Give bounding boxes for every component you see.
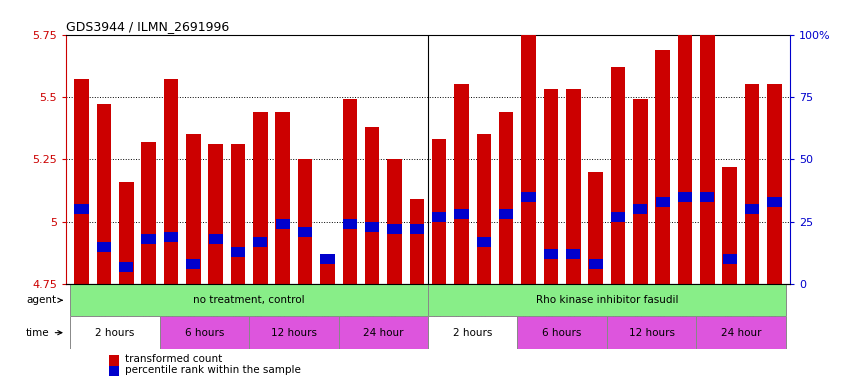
Bar [119, 262, 133, 271]
Bar [275, 219, 289, 229]
Bar [695, 316, 785, 349]
Bar [431, 139, 446, 284]
Text: time: time [26, 328, 62, 338]
Text: 12 hours: 12 hours [271, 328, 316, 338]
Bar [409, 199, 424, 284]
Bar [365, 127, 379, 284]
Bar [610, 212, 625, 222]
Bar [253, 112, 268, 284]
Bar [766, 197, 781, 207]
Bar [632, 99, 647, 284]
Bar [298, 227, 311, 237]
Bar [428, 284, 785, 316]
Bar [543, 89, 558, 284]
Bar [606, 316, 695, 349]
Bar [70, 316, 160, 349]
Bar [97, 242, 111, 252]
Bar [722, 167, 736, 284]
Bar [109, 355, 119, 366]
Text: percentile rank within the sample: percentile rank within the sample [124, 365, 300, 375]
Bar [253, 237, 268, 247]
Bar [230, 144, 245, 284]
Bar [476, 237, 490, 247]
Bar [141, 234, 155, 244]
Bar [722, 254, 736, 264]
Text: 24 hour: 24 hour [363, 328, 403, 338]
Bar [655, 197, 669, 207]
Bar [70, 284, 428, 316]
Text: 6 hours: 6 hours [542, 328, 582, 338]
Text: 24 hour: 24 hour [720, 328, 760, 338]
Text: GDS3944 / ILMN_2691996: GDS3944 / ILMN_2691996 [66, 20, 229, 33]
Bar [565, 89, 580, 284]
Bar [677, 192, 691, 202]
Bar [74, 79, 89, 284]
Text: no treatment, control: no treatment, control [193, 295, 305, 305]
Bar [744, 204, 758, 214]
Bar [387, 224, 401, 234]
Bar [186, 259, 200, 269]
Bar [610, 67, 625, 284]
Bar [275, 112, 289, 284]
Bar [499, 209, 513, 219]
Bar [409, 224, 424, 234]
Bar [744, 84, 759, 284]
Bar [249, 316, 338, 349]
Text: 6 hours: 6 hours [185, 328, 224, 338]
Bar [476, 134, 490, 284]
Bar [766, 84, 781, 284]
Bar [164, 79, 178, 284]
Bar [387, 159, 401, 284]
Bar [141, 142, 155, 284]
Bar [587, 259, 602, 269]
Bar [96, 104, 111, 284]
Bar [565, 249, 580, 259]
Bar [498, 112, 513, 284]
Bar [338, 316, 428, 349]
Bar [428, 316, 517, 349]
Bar [632, 204, 647, 214]
Bar [655, 50, 669, 284]
Bar [587, 172, 602, 284]
Bar [208, 234, 223, 244]
Text: 12 hours: 12 hours [628, 328, 674, 338]
Bar [454, 209, 468, 219]
Bar [544, 249, 557, 259]
Bar [160, 316, 249, 349]
Bar [297, 159, 312, 284]
Bar [521, 192, 535, 202]
Bar [320, 262, 334, 284]
Text: Rho kinase inhibitor fasudil: Rho kinase inhibitor fasudil [535, 295, 677, 305]
Bar [320, 254, 334, 264]
Bar [342, 99, 357, 284]
Text: agent: agent [26, 295, 62, 305]
Text: 2 hours: 2 hours [95, 328, 134, 338]
Text: transformed count: transformed count [124, 354, 222, 364]
Bar [109, 366, 119, 377]
Bar [700, 35, 714, 284]
Bar [431, 212, 446, 222]
Bar [517, 316, 606, 349]
Text: 2 hours: 2 hours [452, 328, 492, 338]
Bar [119, 182, 133, 284]
Bar [164, 232, 178, 242]
Bar [342, 219, 356, 229]
Bar [521, 35, 535, 284]
Bar [677, 35, 691, 284]
Bar [186, 134, 200, 284]
Bar [365, 222, 379, 232]
Bar [230, 247, 245, 257]
Bar [454, 84, 468, 284]
Bar [208, 144, 223, 284]
Bar [700, 192, 714, 202]
Bar [74, 204, 89, 214]
